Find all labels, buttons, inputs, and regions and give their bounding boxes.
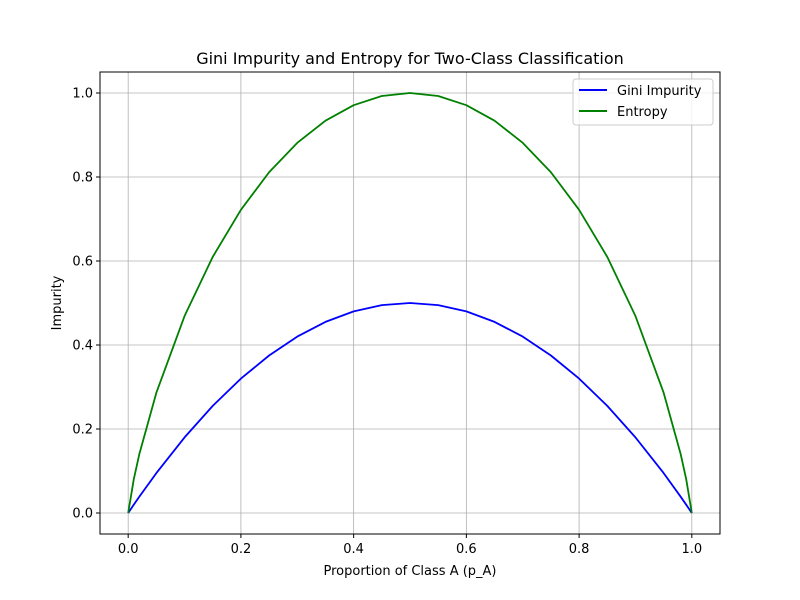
x-tick-label: 0.2	[231, 542, 252, 557]
series-line-gini-impurity	[127, 302, 693, 514]
series-lines	[127, 92, 693, 514]
y-tick-label: 0.0	[72, 507, 93, 522]
plot-frame	[99, 71, 721, 535]
x-tick-label: 0.6	[456, 542, 477, 557]
y-axis-ticks: 0.0 0.2 0.4 0.6 0.8 1.0	[72, 87, 100, 522]
legend-label-gini: Gini Impurity	[617, 84, 702, 99]
y-tick-label: 1.0	[72, 87, 93, 102]
legend-label-entropy: Entropy	[617, 105, 668, 120]
x-tick-label: 1.0	[681, 542, 702, 557]
x-tick-label: 0.0	[118, 542, 139, 557]
y-tick-label: 0.4	[72, 339, 93, 354]
grid	[100, 72, 720, 534]
x-axis-title: Proportion of Class A (p_A)	[323, 564, 496, 579]
y-tick-label: 0.8	[72, 171, 93, 186]
legend: Gini Impurity Entropy	[572, 78, 714, 126]
legend-box	[572, 78, 714, 126]
y-axis-title: Impurity	[50, 275, 65, 330]
x-tick-label: 0.4	[343, 542, 364, 557]
x-axis-ticks: 0.0 0.2 0.4 0.6 0.8 1.0	[118, 534, 702, 557]
chart-title: Gini Impurity and Entropy for Two-Class …	[196, 49, 624, 68]
x-tick-label: 0.8	[569, 542, 590, 557]
series-line-entropy	[127, 92, 693, 514]
y-tick-label: 0.2	[72, 423, 93, 438]
y-tick-label: 0.6	[72, 255, 93, 270]
